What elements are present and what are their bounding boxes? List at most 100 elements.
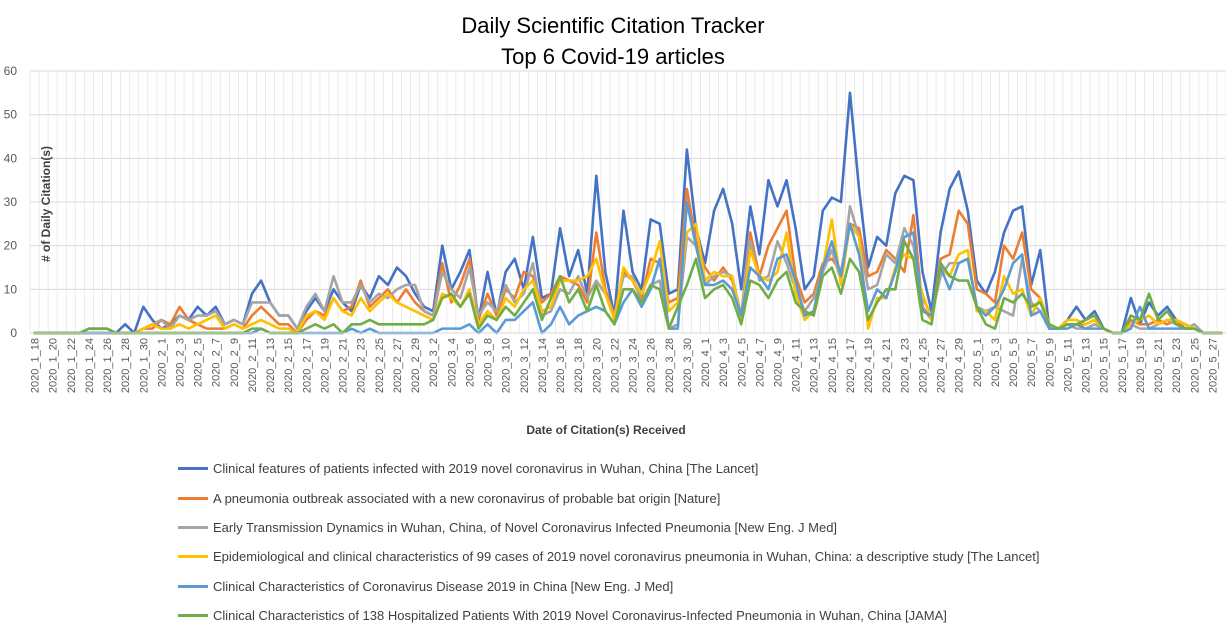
legend-swatch — [178, 614, 208, 618]
x-tick-label: 2020_3_28 — [664, 338, 676, 393]
x-tick-label: 2020_4_3 — [718, 338, 730, 387]
x-tick-label: 2020_4_23 — [899, 338, 911, 393]
y-axis-ticks: 0 10 20 30 40 50 60 — [4, 64, 18, 340]
legend-swatch — [178, 525, 208, 529]
chart-title: Daily Scientific Citation Tracker — [461, 13, 765, 38]
x-tick-label: 2020_4_25 — [917, 338, 929, 393]
x-tick-label: 2020_4_13 — [809, 338, 821, 393]
legend-item-2: A pneumonia outbreak associated with a n… — [178, 483, 1039, 512]
x-tick-label: 2020_1_26 — [102, 338, 114, 393]
x-tick-label: 2020_4_21 — [881, 338, 893, 393]
x-tick-label: 2020_3_30 — [682, 338, 694, 393]
legend: Clinical features of patients infected w… — [178, 454, 1039, 630]
legend-item-3: Early Transmission Dynamics in Wuhan, Ch… — [178, 513, 1039, 542]
x-tick-label: 2020_2_13 — [265, 338, 277, 393]
x-tick-label: 2020_5_3 — [990, 338, 1002, 387]
x-tick-label: 2020_4_9 — [773, 338, 785, 387]
x-tick-label: 2020_3_26 — [646, 338, 658, 393]
x-tick-label: 2020_3_20 — [591, 338, 603, 393]
x-tick-label: 2020_1_30 — [138, 338, 150, 393]
x-tick-label: 2020_2_17 — [301, 338, 313, 393]
x-tick-label: 2020_3_22 — [609, 338, 621, 393]
y-tick-label: 50 — [4, 108, 18, 122]
x-tick-label: 2020_5_7 — [1026, 338, 1038, 387]
x-tick-label: 2020_5_25 — [1189, 338, 1201, 393]
series-lines — [33, 91, 1223, 335]
x-tick-label: 2020_2_21 — [338, 338, 350, 393]
x-tick-label: 2020_3_16 — [555, 338, 567, 393]
x-tick-label: 2020_3_24 — [628, 338, 640, 393]
x-tick-label: 2020_2_25 — [374, 338, 386, 393]
x-tick-label: 2020_4_1 — [700, 338, 712, 387]
series-line-5 — [33, 200, 1223, 335]
x-tick-label: 2020_5_17 — [1117, 338, 1129, 393]
y-tick-label: 40 — [4, 151, 18, 165]
x-tick-label: 2020_2_3 — [175, 338, 187, 387]
x-tick-label: 2020_5_5 — [1008, 338, 1020, 387]
y-tick-label: 60 — [4, 64, 18, 78]
x-tick-label: 2020_5_15 — [1099, 338, 1111, 393]
x-tick-label: 2020_3_18 — [573, 338, 585, 393]
y-tick-label: 30 — [4, 195, 18, 209]
x-tick-label: 2020_3_2 — [428, 338, 440, 387]
legend-swatch — [178, 555, 208, 559]
x-tick-label: 2020_3_8 — [483, 338, 495, 387]
legend-item-4: Epidemiological and clinical characteris… — [178, 542, 1039, 571]
legend-label: Epidemiological and clinical characteris… — [213, 549, 1040, 565]
x-tick-label: 2020_4_29 — [954, 338, 966, 393]
x-tick-label: 2020_1_18 — [30, 338, 42, 393]
legend-label: Clinical Characteristics of Coronavirus … — [213, 578, 674, 594]
y-axis-label: # of Daily Citation(s) — [39, 146, 53, 262]
x-tick-label: 2020_3_4 — [446, 338, 458, 387]
x-tick-label: 2020_2_15 — [283, 338, 295, 393]
series-line-6 — [33, 240, 1223, 335]
x-tick-label: 2020_5_21 — [1153, 338, 1165, 393]
x-tick-label: 2020_2_7 — [211, 338, 223, 387]
legend-swatch — [178, 467, 208, 471]
x-tick-label: 2020_5_19 — [1135, 338, 1147, 393]
x-tick-label: 2020_5_1 — [972, 338, 984, 387]
x-tick-label: 2020_3_10 — [501, 338, 513, 393]
x-tick-label: 2020_3_6 — [464, 338, 476, 387]
chart-title-block: Daily Scientific Citation Tracker Top 6 … — [0, 10, 1226, 72]
legend-label: Early Transmission Dynamics in Wuhan, Ch… — [213, 519, 838, 535]
x-tick-label: 2020_4_17 — [845, 338, 857, 393]
legend-label: Clinical Characteristics of 138 Hospital… — [213, 608, 947, 624]
x-tick-label: 2020_2_5 — [193, 338, 205, 387]
legend-label: A pneumonia outbreak associated with a n… — [213, 490, 721, 506]
x-tick-label: 2020_2_23 — [356, 338, 368, 393]
legend-label: Clinical features of patients infected w… — [213, 461, 759, 477]
x-tick-label: 2020_4_19 — [863, 338, 875, 393]
x-tick-label: 2020_4_7 — [754, 338, 766, 387]
y-tick-label: 20 — [4, 239, 18, 253]
x-tick-label: 2020_2_29 — [410, 338, 422, 393]
x-tick-label: 2020_3_14 — [537, 338, 549, 393]
x-tick-label: 2020_2_11 — [247, 338, 259, 392]
chart-subtitle: Top 6 Covid-19 articles — [501, 44, 725, 69]
legend-item-6: Clinical Characteristics of 138 Hospital… — [178, 601, 1039, 630]
x-tick-label: 2020_5_13 — [1081, 338, 1093, 393]
x-tick-label: 2020_4_5 — [736, 338, 748, 387]
x-tick-label: 2020_1_24 — [84, 338, 96, 393]
x-tick-label: 2020_4_11 — [791, 338, 803, 392]
x-tick-label: 2020_5_27 — [1207, 338, 1219, 393]
x-axis-ticks: 2020_1_18 2020_1_20 2020_1_22 2020_1_24 2020… — [30, 338, 1220, 393]
x-tick-label: 2020_2_27 — [392, 338, 404, 393]
x-tick-label: 2020_1_28 — [120, 338, 132, 393]
x-tick-label: 2020_4_15 — [827, 338, 839, 393]
legend-swatch — [178, 496, 208, 500]
x-tick-label: 2020_2_1 — [156, 338, 168, 387]
x-tick-label: 2020_4_27 — [936, 338, 948, 393]
x-tick-label: 2020_1_22 — [66, 338, 78, 393]
x-tick-label: 2020_2_9 — [229, 338, 241, 387]
x-axis-label: Date of Citation(s) Received — [526, 423, 685, 437]
x-tick-label: 2020_1_20 — [48, 338, 60, 393]
x-tick-label: 2020_5_9 — [1044, 338, 1056, 387]
legend-item-5: Clinical Characteristics of Coronavirus … — [178, 572, 1039, 601]
x-tick-label: 2020_2_19 — [319, 338, 331, 393]
series-line-1 — [33, 91, 1223, 335]
x-tick-label: 2020_5_23 — [1171, 338, 1183, 393]
legend-item-1: Clinical features of patients infected w… — [178, 454, 1039, 483]
x-tick-label: 2020_5_11 — [1062, 338, 1074, 392]
